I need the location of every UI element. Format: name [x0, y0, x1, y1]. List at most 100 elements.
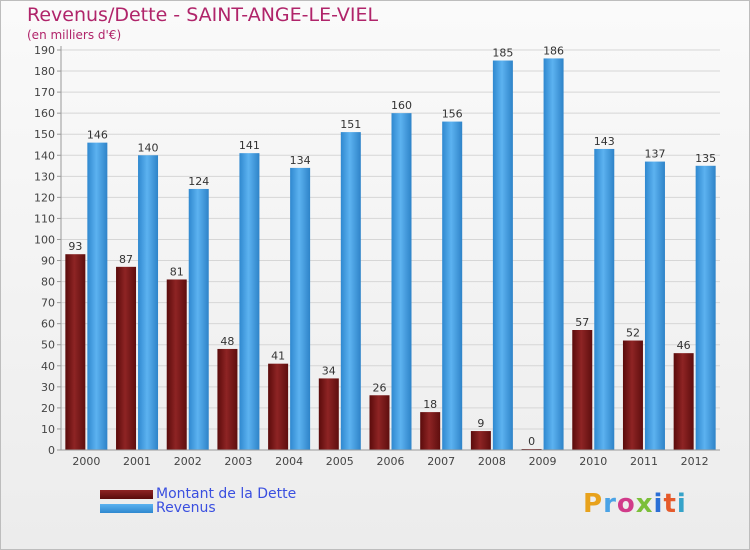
data-label-debt-2000: 93	[68, 240, 82, 253]
x-tick-label: 2004	[275, 455, 303, 468]
x-axis-ticks: 2000 2001 2002 2003 2004 2005 2006 2007 2008 2009…	[72, 455, 708, 468]
data-label-revenue-2009: 186	[543, 44, 564, 57]
data-label-debt-2006: 26	[373, 381, 387, 394]
y-tick-label: 40	[41, 360, 55, 373]
logo-letter: P	[583, 489, 604, 519]
bar-revenue-2005	[340, 132, 361, 450]
data-label-debt-2011: 52	[626, 327, 640, 340]
x-tick-label: 2001	[123, 455, 151, 468]
legend-swatch-revenue	[100, 503, 153, 513]
y-axis-ticks: 0 10 20 30 40 50 60 70 80 90 100 110 120 130 140 150 160…	[34, 44, 61, 457]
logo-letter: x	[635, 489, 654, 519]
bar-debt-2008	[470, 431, 491, 450]
bar-debt-2006	[369, 395, 390, 450]
y-tick-label: 190	[34, 44, 55, 57]
bar-debt-2012	[673, 353, 694, 450]
legend-label-debt: Montant de la Dette	[156, 486, 297, 502]
axes	[60, 46, 720, 451]
bars	[65, 58, 716, 451]
x-tick-label: 2011	[630, 455, 658, 468]
y-tick-label: 180	[34, 65, 55, 78]
bar-debt-2002	[166, 279, 187, 450]
data-label-debt-2004: 41	[271, 350, 285, 363]
y-tick-label: 60	[41, 318, 55, 331]
logo-letter: r	[603, 489, 617, 519]
data-label-debt-2002: 81	[170, 265, 184, 278]
y-tick-label: 140	[34, 149, 55, 162]
y-tick-label: 110	[34, 212, 55, 225]
y-tick-label: 150	[34, 128, 55, 141]
bar-revenue-2007	[442, 121, 463, 450]
x-tick-label: 2008	[478, 455, 506, 468]
bar-debt-2010	[572, 330, 593, 450]
legend-item-debt: Montant de la Dette	[100, 486, 297, 502]
x-tick-label: 2002	[174, 455, 202, 468]
y-tick-label: 100	[34, 233, 55, 246]
bar-debt-2004	[268, 363, 289, 450]
proxiti-logo: Proxiti	[583, 489, 687, 519]
logo-letter: i	[653, 489, 664, 519]
x-tick-label: 2005	[326, 455, 354, 468]
data-labels: 93 146 87 140 81 124 48 141 41 134 34 151 26 160 18 156…	[68, 44, 716, 448]
data-label-revenue-2002: 124	[188, 175, 209, 188]
y-tick-label: 10	[41, 423, 55, 436]
logo-letter: t	[663, 489, 677, 519]
chart-title: Revenus/Dette - SAINT-ANGE-LE-VIEL	[27, 4, 379, 26]
data-label-revenue-2007: 156	[442, 108, 463, 121]
y-tick-label: 70	[41, 297, 55, 310]
data-label-debt-2001: 87	[119, 253, 133, 266]
data-label-revenue-2006: 160	[391, 99, 412, 112]
bar-debt-2000	[65, 254, 86, 450]
data-label-revenue-2003: 141	[239, 139, 260, 152]
data-label-debt-2012: 46	[677, 339, 691, 352]
data-label-revenue-2004: 134	[290, 154, 311, 167]
bar-revenue-2006	[391, 113, 412, 450]
legend-swatch-debt	[100, 489, 153, 499]
data-label-debt-2007: 18	[423, 398, 437, 411]
bar-revenue-2011	[644, 161, 665, 450]
bar-revenue-2003	[239, 153, 260, 450]
bar-revenue-2012	[695, 165, 716, 450]
data-label-debt-2003: 48	[220, 335, 234, 348]
bar-revenue-2001	[138, 155, 159, 450]
x-tick-label: 2000	[72, 455, 100, 468]
bar-revenue-2000	[87, 142, 108, 450]
y-tick-label: 170	[34, 86, 55, 99]
bar-revenue-2010	[594, 148, 615, 450]
logo-letter: o	[616, 489, 636, 519]
x-tick-label: 2009	[529, 455, 557, 468]
bar-debt-2011	[622, 340, 643, 450]
data-label-debt-2005: 34	[322, 364, 336, 377]
y-tick-label: 80	[41, 276, 55, 289]
data-label-revenue-2001: 140	[138, 141, 159, 154]
x-tick-label: 2003	[224, 455, 252, 468]
data-label-debt-2008: 9	[477, 417, 484, 430]
x-tick-label: 2012	[681, 455, 709, 468]
data-label-revenue-2012: 135	[695, 152, 716, 165]
y-tick-label: 20	[41, 402, 55, 415]
y-tick-label: 160	[34, 107, 55, 120]
logo-letter: i	[676, 489, 687, 519]
bar-revenue-2008	[492, 60, 513, 451]
data-label-revenue-2008: 185	[492, 47, 513, 60]
legend-label-revenue: Revenus	[156, 500, 216, 516]
x-tick-label: 2010	[579, 455, 607, 468]
data-label-revenue-2010: 143	[594, 135, 615, 148]
legend-item-revenue: Revenus	[100, 500, 216, 516]
data-label-revenue-2000: 146	[87, 129, 108, 142]
bar-debt-2005	[318, 378, 339, 450]
y-tick-label: 0	[48, 444, 55, 457]
y-tick-label: 130	[34, 170, 55, 183]
x-tick-label: 2007	[427, 455, 455, 468]
data-label-debt-2009: 0	[528, 435, 535, 448]
x-tick-label: 2006	[377, 455, 405, 468]
y-tick-label: 30	[41, 381, 55, 394]
data-label-revenue-2005: 151	[340, 118, 361, 131]
y-tick-label: 50	[41, 339, 55, 352]
bar-revenue-2004	[290, 167, 311, 451]
data-label-debt-2010: 57	[575, 316, 589, 329]
bar-debt-2001	[116, 266, 137, 450]
y-tick-label: 120	[34, 191, 55, 204]
bar-revenue-2002	[188, 188, 209, 450]
